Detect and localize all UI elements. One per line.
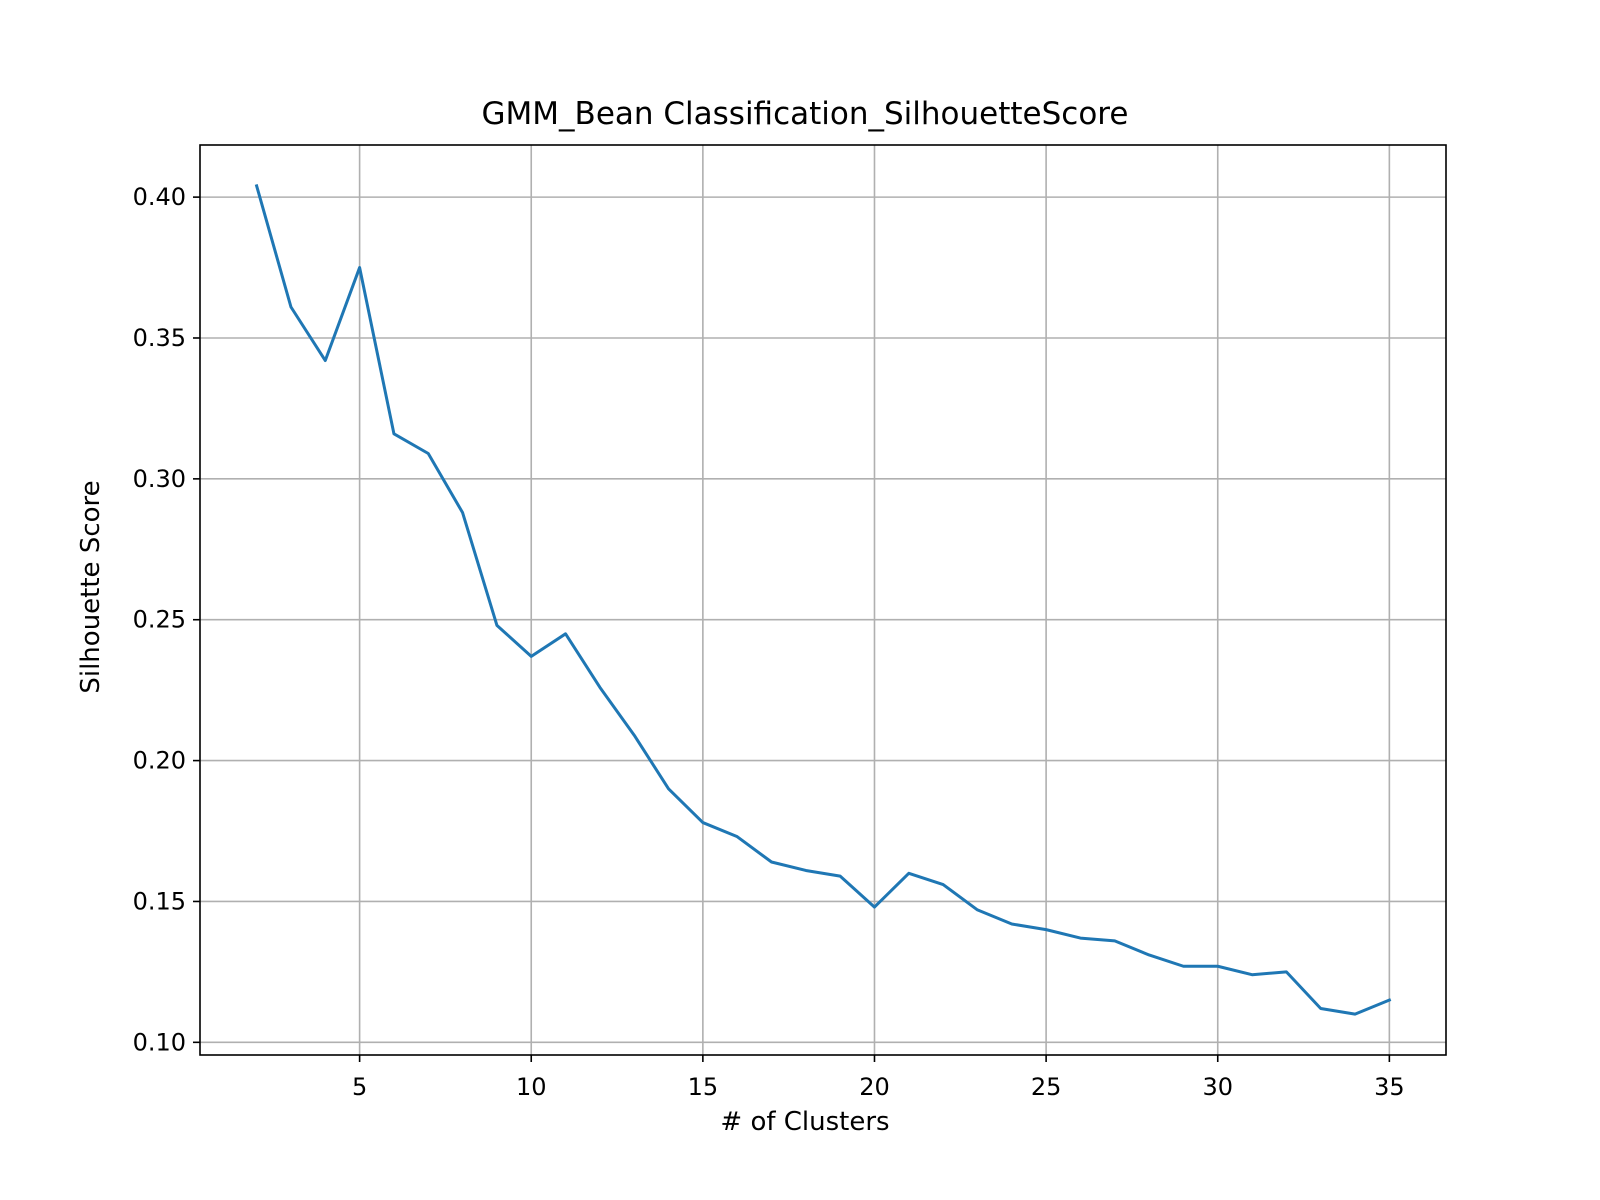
data-series [254, 183, 1392, 1016]
y-tick-label: 0.15 [133, 887, 186, 915]
y-tick-label: 0.20 [133, 747, 186, 775]
series-line [254, 183, 1392, 1016]
x-tick-label: 15 [688, 1073, 719, 1101]
x-tick-label: 30 [1202, 1073, 1233, 1101]
y-tick-label: 0.40 [133, 183, 186, 211]
x-tick-label: 20 [859, 1073, 890, 1101]
grid-lines [200, 145, 1446, 1055]
x-axis-label: # of Clusters [720, 1107, 889, 1137]
axis-ticks: 5 10 15 20 25 30 35 0.10 0.15 0.20 0.25 0.30 0.35 0.4… [133, 183, 1405, 1101]
x-tick-label: 35 [1374, 1073, 1405, 1101]
x-tick-label: 10 [516, 1073, 547, 1101]
chart-title: GMM_Bean Classification_SilhouetteScore [482, 96, 1129, 132]
y-axis-label: Silhouette Score [76, 480, 106, 693]
x-tick-label: 5 [352, 1073, 367, 1101]
plot-area-frame [199, 144, 1447, 1056]
x-tick-label: 25 [1031, 1073, 1062, 1101]
y-tick-label: 0.35 [133, 324, 186, 352]
y-tick-label: 0.30 [133, 465, 186, 493]
y-tick-label: 0.25 [133, 606, 186, 634]
y-tick-label: 0.10 [133, 1028, 186, 1056]
